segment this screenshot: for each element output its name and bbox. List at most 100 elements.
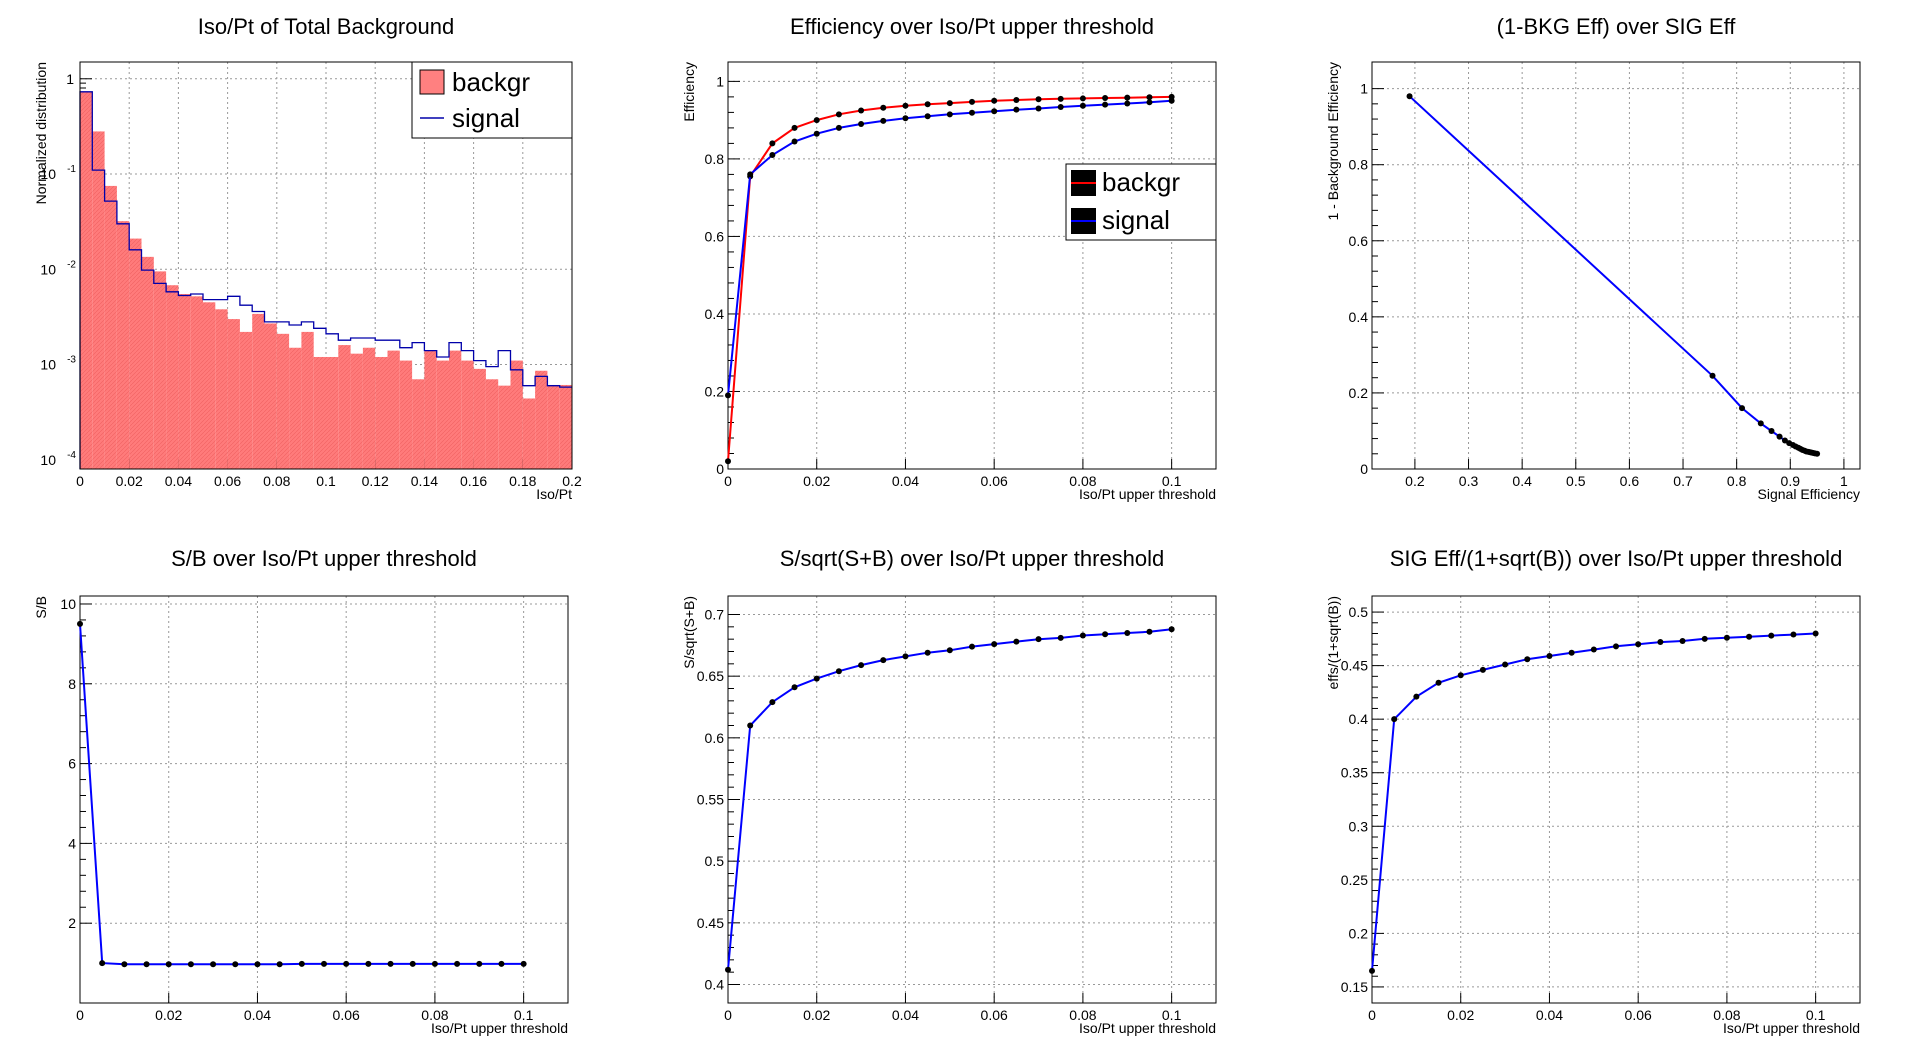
histogram-bar: [559, 384, 572, 469]
x-tick-label: 0.7: [1673, 473, 1693, 489]
y-tick-label: 0.4: [1349, 711, 1369, 727]
data-point: [1413, 693, 1420, 700]
histogram-bar: [203, 302, 216, 469]
y-tick-label: 0.8: [1349, 157, 1369, 173]
data-point: [725, 458, 731, 465]
data-point: [1435, 679, 1442, 686]
y-tick-label: 0.35: [1341, 765, 1368, 781]
data-point: [791, 124, 798, 131]
data-point: [1168, 626, 1175, 633]
x-tick-label: 0.16: [460, 473, 487, 489]
data-point: [1524, 656, 1531, 663]
x-tick-label: 0.1: [1162, 1007, 1182, 1023]
y-tick-label: 0.3: [1349, 818, 1369, 834]
histogram-bar: [510, 360, 523, 469]
y-axis-label: 1 - Background Efficiency: [1325, 62, 1341, 221]
data-point: [1391, 716, 1398, 723]
x-tick-label: 0.04: [892, 473, 919, 489]
histogram-bar: [190, 296, 203, 469]
data-point: [858, 662, 865, 669]
data-point: [1739, 405, 1746, 412]
data-point: [1013, 106, 1020, 113]
y-tick-label: 0.65: [697, 668, 724, 684]
data-point: [1035, 636, 1042, 643]
histogram-bar: [116, 221, 130, 469]
data-point: [298, 960, 305, 967]
x-tick-label: 0.02: [116, 473, 143, 489]
data-point: [969, 643, 975, 650]
data-point: [769, 140, 776, 147]
x-axis-label: Iso/Pt upper threshold: [1079, 1020, 1216, 1036]
x-tick-label: 0.06: [981, 473, 1008, 489]
y-tick-label: 0.8: [705, 151, 725, 167]
x-tick-label: 0.08: [421, 1007, 448, 1023]
x-tick-label: 0.06: [214, 473, 241, 489]
x-tick-label: 0.8: [1727, 473, 1747, 489]
data-point: [791, 684, 798, 691]
x-axis-label: Iso/Pt: [536, 486, 572, 502]
histogram-bar: [215, 309, 228, 469]
data-point: [77, 620, 83, 627]
data-point: [1102, 101, 1109, 108]
y-tick-exponent: -3: [67, 355, 76, 366]
data-point: [1590, 646, 1597, 653]
y-tick-label: 0: [1360, 461, 1368, 477]
histogram-bar: [301, 331, 314, 469]
data-point: [1723, 634, 1730, 641]
x-tick-label: 0.08: [263, 473, 290, 489]
histogram-bar: [80, 91, 93, 469]
data-point: [1146, 94, 1153, 101]
data-point: [835, 668, 842, 675]
x-tick-label: 0.4: [1512, 473, 1532, 489]
data-point: [1168, 97, 1175, 104]
data-point: [387, 960, 394, 967]
histogram-bar: [313, 356, 326, 469]
data-point: [1035, 105, 1042, 112]
data-point: [165, 961, 172, 968]
x-axis-label: Iso/Pt upper threshold: [1079, 486, 1216, 502]
x-tick-label: 0.6: [1620, 473, 1640, 489]
histogram-bar: [449, 350, 462, 469]
data-point: [365, 960, 372, 967]
histogram-bar: [166, 285, 179, 469]
histogram-bar: [276, 333, 290, 469]
data-point: [991, 97, 998, 104]
y-tick-label: 4: [68, 835, 76, 851]
chart-title: Efficiency over Iso/Pt upper threshold: [790, 14, 1154, 39]
data-point: [946, 100, 953, 107]
data-point: [1102, 95, 1109, 102]
x-tick-label: 0.02: [803, 1007, 830, 1023]
x-axis-label: Iso/Pt upper threshold: [1723, 1020, 1860, 1036]
x-tick-label: 0.1: [1806, 1007, 1826, 1023]
data-point: [1013, 96, 1020, 103]
data-point: [858, 107, 865, 114]
data-point: [902, 115, 909, 122]
chart-p5: 0 0.02 0.04 0.06 0.08 0.1 0.4 0.45 0.5 0.55 0.6 0.6…: [681, 546, 1217, 1036]
data-point: [1701, 635, 1708, 642]
series-line-data: [1408, 95, 1818, 455]
histogram-bar: [473, 368, 486, 469]
x-tick-label: 0.12: [362, 473, 389, 489]
data-point: [924, 113, 931, 120]
data-point: [1768, 632, 1775, 639]
x-tick-label: 0.06: [981, 1007, 1008, 1023]
data-point: [321, 960, 327, 967]
chart-title: SIG Eff/(1+sqrt(B)) over Iso/Pt upper th…: [1390, 546, 1843, 571]
data-point: [991, 641, 998, 648]
data-point: [343, 960, 350, 967]
y-tick-label: 0.45: [1341, 658, 1368, 674]
legend-label: signal: [1102, 205, 1170, 235]
data-point: [232, 961, 239, 968]
chart-title: S/B over Iso/Pt upper threshold: [171, 546, 477, 571]
data-point: [969, 109, 975, 116]
data-point: [520, 960, 527, 967]
x-tick-label: 0.9: [1781, 473, 1801, 489]
data-point: [747, 722, 754, 729]
data-point: [1079, 102, 1086, 109]
data-point: [121, 961, 128, 968]
data-point: [1635, 641, 1642, 648]
data-point: [1768, 427, 1775, 434]
data-point: [1657, 639, 1664, 646]
histogram-bar: [141, 256, 154, 469]
